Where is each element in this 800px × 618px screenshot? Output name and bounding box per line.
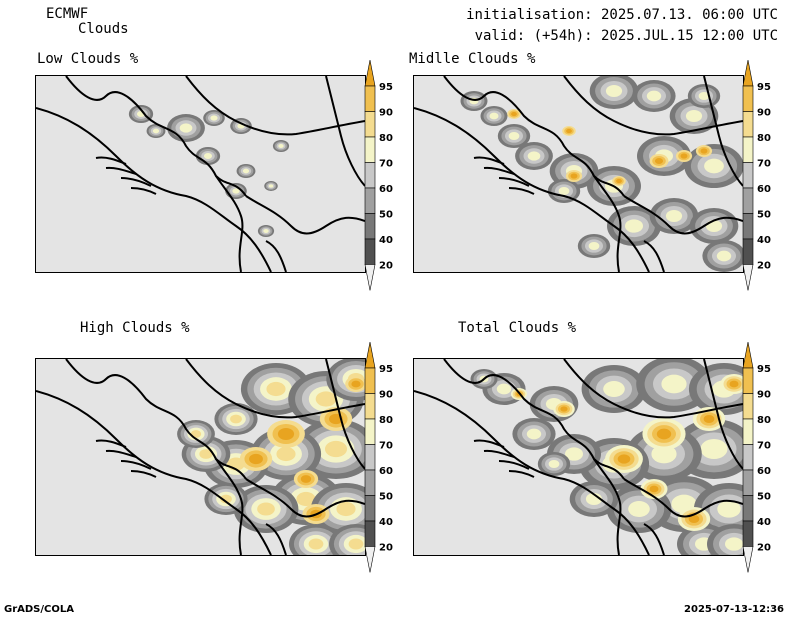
product-label: Clouds [78,21,129,37]
colorbar-tick: 95 [379,82,393,93]
colorbar-tick: 40 [757,235,771,246]
footer-timestamp: 2025-07-13-12:36 [684,604,784,615]
colorbar-tick: 70 [757,159,771,170]
colorbar-tick: 90 [379,390,393,401]
colorbar-tick: 70 [757,441,771,452]
model-label: ECMWF [46,6,89,22]
map-svg [414,76,743,272]
colorbar-tick: 60 [757,466,771,477]
map-low-clouds [35,75,366,273]
colorbar-tick: 95 [757,364,771,375]
colorbar-tick: 60 [757,184,771,195]
colorbar-tick: 50 [379,492,393,503]
colorbar-3: 95 90 80 70 60 50 40 20 [364,342,393,573]
map-svg [36,76,365,272]
colorbar-tick: 80 [757,415,771,426]
colorbar-tick: 60 [379,466,393,477]
colorbar-tick: 40 [379,235,393,246]
panel-title-middle: Midlle Clouds % [409,51,536,67]
colorbar-tick: 90 [757,108,771,119]
colorbar-tick: 50 [757,492,771,503]
colorbar-tick: 80 [379,133,393,144]
map-high-clouds [35,358,366,556]
colorbar-2: 95 90 80 70 60 50 40 20 [742,60,771,291]
colorbar-tick: 20 [379,543,393,554]
colorbar-1: 95 90 80 70 60 50 40 20 [364,60,393,291]
colorbar-tick: 60 [379,184,393,195]
colorbar-tick: 20 [379,261,393,272]
colorbar-tick: 20 [757,543,771,554]
valid-time: valid: (+54h): 2025.JUL.15 12:00 UTC [474,28,778,44]
colorbar-tick: 40 [379,517,393,528]
colorbar-tick: 90 [757,390,771,401]
panel-title-total: Total Clouds % [458,320,577,336]
map-middle-clouds [413,75,744,273]
colorbar-tick: 40 [757,517,771,528]
colorbar-4: 95 90 80 70 60 50 40 20 [742,342,771,573]
colorbar-tick: 50 [757,210,771,221]
colorbar-tick: 70 [379,441,393,452]
map-total-clouds [413,358,744,556]
colorbar-tick: 70 [379,159,393,170]
colorbar-tick: 80 [757,133,771,144]
colorbar-tick: 50 [379,210,393,221]
map-svg [36,359,365,555]
map-svg [414,359,743,555]
panel-title-low: Low Clouds % [37,51,139,67]
colorbar-tick: 80 [379,415,393,426]
colorbar-tick: 90 [379,108,393,119]
footer-software: GrADS/COLA [4,604,74,615]
init-time: initialisation: 2025.07.13. 06:00 UTC [466,7,778,23]
colorbar-tick: 95 [757,82,771,93]
colorbar-tick: 95 [379,364,393,375]
panel-title-high: High Clouds % [80,320,190,336]
colorbar-tick: 20 [757,261,771,272]
